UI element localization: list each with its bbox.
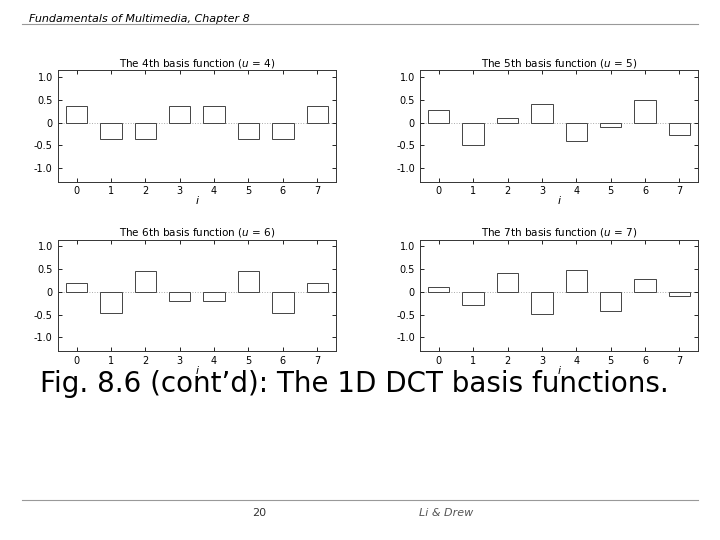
Bar	[238, 123, 259, 139]
Title: The 4th basis function ($u$ = 4): The 4th basis function ($u$ = 4)	[119, 57, 275, 70]
X-axis label: i: i	[195, 366, 199, 376]
Bar	[307, 106, 328, 123]
Bar	[66, 283, 87, 292]
Bar	[531, 292, 552, 314]
Title: The 7th basis function ($u$ = 7): The 7th basis function ($u$ = 7)	[481, 226, 637, 239]
Bar	[238, 271, 259, 292]
Bar	[204, 106, 225, 123]
X-axis label: i: i	[195, 197, 199, 206]
Bar	[462, 123, 484, 145]
Bar	[462, 292, 484, 305]
Bar	[307, 283, 328, 292]
Text: Li & Drew: Li & Drew	[419, 508, 474, 518]
Bar	[272, 123, 294, 139]
Bar	[669, 123, 690, 135]
Bar	[600, 123, 621, 127]
Bar	[566, 123, 587, 141]
Bar	[272, 292, 294, 313]
Bar	[634, 279, 656, 292]
Bar	[204, 292, 225, 301]
X-axis label: i: i	[557, 197, 561, 206]
Bar	[100, 292, 122, 313]
Bar	[428, 110, 449, 123]
Bar	[66, 106, 87, 123]
Bar	[669, 292, 690, 296]
X-axis label: i: i	[557, 366, 561, 376]
Bar	[428, 287, 449, 292]
Text: Fig. 8.6 (cont’d): The 1D DCT basis functions.: Fig. 8.6 (cont’d): The 1D DCT basis func…	[40, 370, 668, 398]
Bar	[135, 271, 156, 292]
Bar	[531, 104, 552, 123]
Bar	[634, 100, 656, 123]
Bar	[497, 118, 518, 123]
Title: The 5th basis function ($u$ = 5): The 5th basis function ($u$ = 5)	[481, 57, 637, 70]
Text: Fundamentals of Multimedia, Chapter 8: Fundamentals of Multimedia, Chapter 8	[29, 14, 250, 24]
Bar	[135, 123, 156, 139]
Title: The 6th basis function ($u$ = 6): The 6th basis function ($u$ = 6)	[119, 226, 275, 239]
Bar	[600, 292, 621, 311]
Bar	[497, 273, 518, 292]
Bar	[169, 292, 190, 301]
Text: 20: 20	[252, 508, 266, 518]
Bar	[100, 123, 122, 139]
Bar	[169, 106, 190, 123]
Bar	[566, 269, 587, 292]
